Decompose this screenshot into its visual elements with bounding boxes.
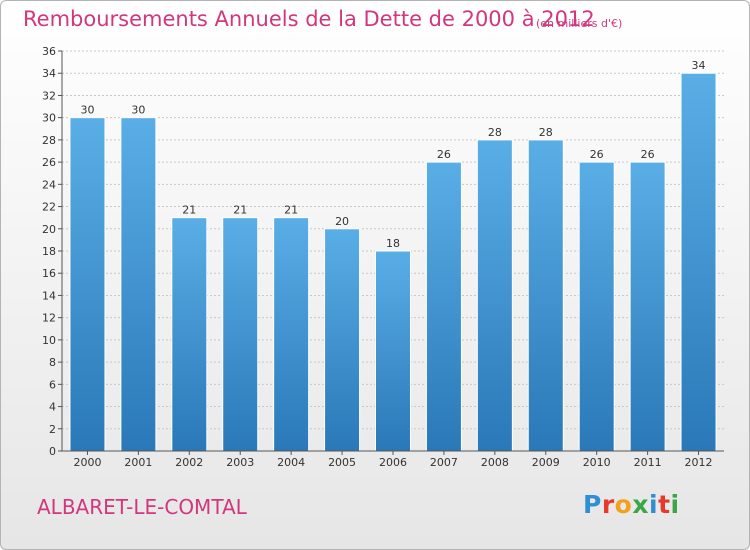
x-tick-label-2000: 2000 — [73, 456, 101, 469]
chart-title: Remboursements Annuels de la Dette de 20… — [23, 7, 595, 31]
data-label-2009: 28 — [539, 126, 553, 139]
y-tick-label: 18 — [42, 245, 56, 258]
y-tick-label: 14 — [42, 289, 56, 302]
logo-letter: o — [614, 490, 633, 519]
y-tick-label: 4 — [49, 401, 56, 414]
bar-2002 — [171, 217, 208, 452]
data-label-2005: 20 — [335, 215, 349, 228]
bar-2000 — [69, 117, 106, 452]
y-tick-label: 26 — [42, 156, 56, 169]
bar-2007 — [425, 161, 462, 452]
commune-name: ALBARET-LE-COMTAL — [37, 495, 247, 519]
logo-letter: t — [658, 490, 671, 519]
bar-2004 — [273, 217, 310, 452]
y-tick-label: 24 — [42, 178, 56, 191]
logo-letter: x — [632, 490, 649, 519]
y-tick-label: 28 — [42, 134, 56, 147]
x-tick-label-2001: 2001 — [124, 456, 152, 469]
x-tick-label-2002: 2002 — [175, 456, 203, 469]
logo-letter: P — [583, 490, 602, 519]
y-tick-label: 6 — [49, 378, 56, 391]
logo-letter: i — [649, 490, 659, 519]
x-tick-label-2004: 2004 — [277, 456, 305, 469]
bar-2005 — [324, 228, 361, 452]
x-tick-label-2010: 2010 — [583, 456, 611, 469]
bar-2003 — [222, 217, 259, 452]
bar-2010 — [578, 161, 615, 452]
data-label-2003: 21 — [233, 204, 247, 217]
bar-2009 — [527, 139, 564, 452]
data-label-2012: 34 — [692, 59, 706, 72]
logo-letter: r — [601, 490, 615, 519]
y-tick-label: 2 — [49, 423, 56, 436]
proxiti-logo: Proxiti — [583, 490, 680, 519]
x-tick-label-2005: 2005 — [328, 456, 356, 469]
x-tick-label-2007: 2007 — [430, 456, 458, 469]
data-label-2008: 28 — [488, 126, 502, 139]
y-tick-label: 34 — [42, 67, 56, 80]
y-tick-label: 10 — [42, 334, 56, 347]
bar-2012 — [680, 72, 717, 452]
x-tick-label-2008: 2008 — [481, 456, 509, 469]
data-label-2007: 26 — [437, 148, 451, 161]
data-label-2000: 30 — [80, 104, 94, 117]
y-tick-label: 32 — [42, 89, 56, 102]
data-label-2004: 21 — [284, 204, 298, 217]
data-label-2001: 30 — [131, 104, 145, 117]
y-tick-label: 16 — [42, 267, 56, 280]
y-tick-label: 12 — [42, 312, 56, 325]
chart-subtitle: (en milliers d'€) — [536, 17, 623, 30]
y-tick-label: 20 — [42, 223, 56, 236]
bar-2008 — [476, 139, 513, 452]
data-label-2002: 21 — [182, 204, 196, 217]
bar-2011 — [629, 161, 666, 452]
bar-2006 — [375, 250, 411, 452]
data-label-2011: 26 — [641, 148, 655, 161]
x-tick-label-2012: 2012 — [685, 456, 713, 469]
bar-2001 — [120, 117, 157, 452]
y-tick-label: 8 — [49, 356, 56, 369]
x-tick-label-2009: 2009 — [532, 456, 560, 469]
x-tick-label-2003: 2003 — [226, 456, 254, 469]
y-tick-label: 0 — [49, 445, 56, 458]
data-label-2010: 26 — [590, 148, 604, 161]
y-tick-label: 30 — [42, 112, 56, 125]
data-label-2006: 18 — [386, 237, 400, 250]
y-tick-label: 22 — [42, 201, 56, 214]
logo-letter: i — [670, 490, 680, 519]
x-tick-label-2011: 2011 — [634, 456, 662, 469]
y-tick-label: 36 — [42, 45, 56, 58]
x-tick-label-2006: 2006 — [379, 456, 407, 469]
